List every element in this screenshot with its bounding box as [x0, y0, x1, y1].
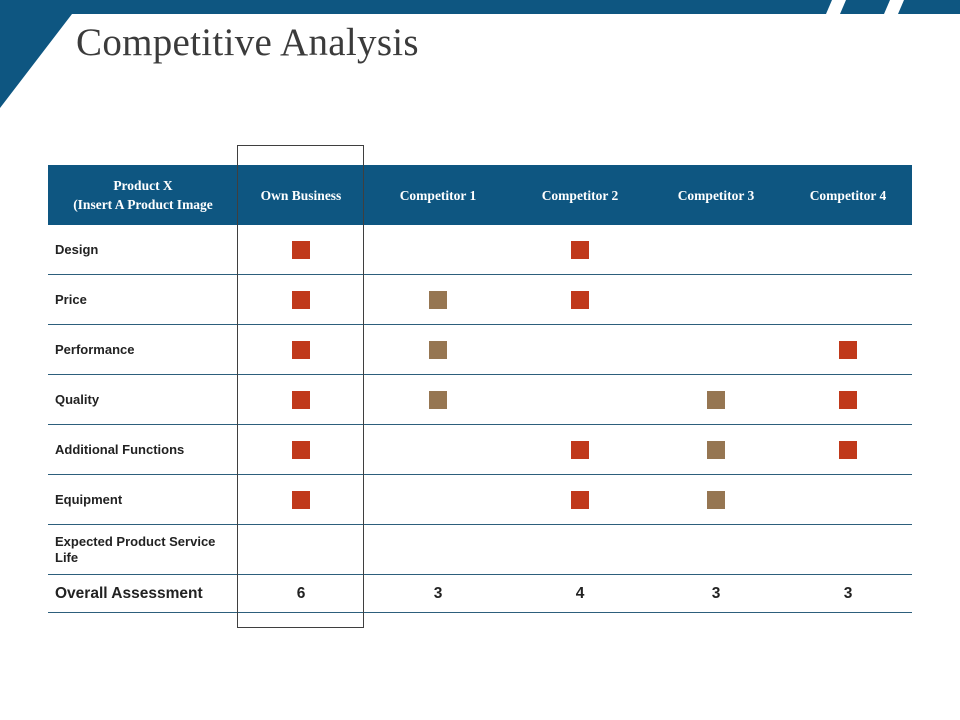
table-row: Additional Functions — [48, 424, 912, 475]
table-cell — [364, 225, 512, 275]
table-cell — [364, 524, 512, 575]
table-header-row: Product X (Insert A Product Image Own Bu… — [48, 165, 912, 225]
top-right-stripe-2 — [884, 0, 904, 14]
table-cell — [648, 424, 784, 475]
red-square-marker — [839, 440, 857, 459]
overall-assessment-row: Overall Assessment 6 3 4 3 3 — [48, 574, 912, 613]
table-cell — [648, 225, 784, 275]
red-square-marker — [292, 490, 310, 509]
table-cell — [238, 524, 364, 575]
red-square-marker — [839, 390, 857, 409]
table-cell — [364, 274, 512, 325]
table-cell — [512, 274, 648, 325]
table-cell — [784, 324, 912, 375]
red-square-marker — [292, 340, 310, 359]
red-square-marker — [839, 340, 857, 359]
header-competitor-1: Competitor 1 — [364, 165, 512, 225]
header-product: Product X (Insert A Product Image — [48, 165, 238, 225]
table-body: Design Price Performance Quality Additional … — [48, 225, 912, 613]
table-cell — [512, 374, 648, 425]
table-cell — [648, 474, 784, 525]
table-cell — [364, 424, 512, 475]
header-competitor-4: Competitor 4 — [784, 165, 912, 225]
table-cell — [784, 374, 912, 425]
tan-square-marker — [429, 390, 447, 409]
red-square-marker — [571, 490, 589, 509]
total-competitor-4: 3 — [784, 574, 912, 613]
table-cell — [784, 474, 912, 525]
red-square-marker — [571, 290, 589, 309]
table-cell — [512, 225, 648, 275]
tan-square-marker — [707, 390, 725, 409]
table-cell — [648, 324, 784, 375]
row-label: Quality — [48, 374, 238, 425]
table-cell — [238, 374, 364, 425]
header-product-line1: Product X — [113, 178, 173, 193]
table-cell — [238, 324, 364, 375]
row-label: Performance — [48, 324, 238, 375]
red-square-marker — [571, 440, 589, 459]
tan-square-marker — [707, 490, 725, 509]
row-label: Additional Functions — [48, 424, 238, 475]
tan-square-marker — [707, 440, 725, 459]
page-title: Competitive Analysis — [76, 21, 419, 64]
table-cell — [784, 225, 912, 275]
top-left-banner — [0, 0, 960, 108]
table-row: Quality — [48, 374, 912, 425]
header-product-line2: (Insert A Product Image — [73, 197, 213, 212]
table-cell — [512, 324, 648, 375]
tan-square-marker — [429, 290, 447, 309]
table-cell — [364, 324, 512, 375]
table-cell — [648, 374, 784, 425]
table-cell — [238, 474, 364, 525]
row-label: Expected Product Service Life — [48, 524, 238, 575]
red-square-marker — [292, 440, 310, 459]
total-competitor-1: 3 — [364, 574, 512, 613]
table-cell — [364, 474, 512, 525]
red-square-marker — [292, 290, 310, 309]
table-cell — [364, 374, 512, 425]
table-row: Price — [48, 274, 912, 325]
red-square-marker — [292, 240, 310, 259]
table-cell — [238, 424, 364, 475]
table-row: Expected Product Service Life — [48, 524, 912, 575]
total-competitor-3: 3 — [648, 574, 784, 613]
table-cell — [512, 424, 648, 475]
header-own-business: Own Business — [238, 165, 364, 225]
table-row: Performance — [48, 324, 912, 375]
red-square-marker — [571, 240, 589, 259]
comparison-table-container: Product X (Insert A Product Image Own Bu… — [48, 165, 912, 613]
table-cell — [648, 524, 784, 575]
total-own-business: 6 — [238, 574, 364, 613]
header-competitor-3: Competitor 3 — [648, 165, 784, 225]
table-cell — [238, 225, 364, 275]
table-cell — [648, 274, 784, 325]
table-cell — [784, 524, 912, 575]
tan-square-marker — [429, 340, 447, 359]
table-cell — [512, 524, 648, 575]
table-cell — [238, 274, 364, 325]
row-label: Equipment — [48, 474, 238, 525]
comparison-table: Product X (Insert A Product Image Own Bu… — [48, 165, 912, 613]
row-label: Price — [48, 274, 238, 325]
table-cell — [784, 424, 912, 475]
corner-decoration — [0, 0, 960, 108]
red-square-marker — [292, 390, 310, 409]
table-row: Design — [48, 225, 912, 275]
top-right-stripe-1 — [826, 0, 846, 14]
overall-assessment-label: Overall Assessment — [48, 574, 238, 613]
table-cell — [784, 274, 912, 325]
table-cell — [512, 474, 648, 525]
row-label: Design — [48, 225, 238, 275]
table-row: Equipment — [48, 474, 912, 525]
total-competitor-2: 4 — [512, 574, 648, 613]
header-competitor-2: Competitor 2 — [512, 165, 648, 225]
